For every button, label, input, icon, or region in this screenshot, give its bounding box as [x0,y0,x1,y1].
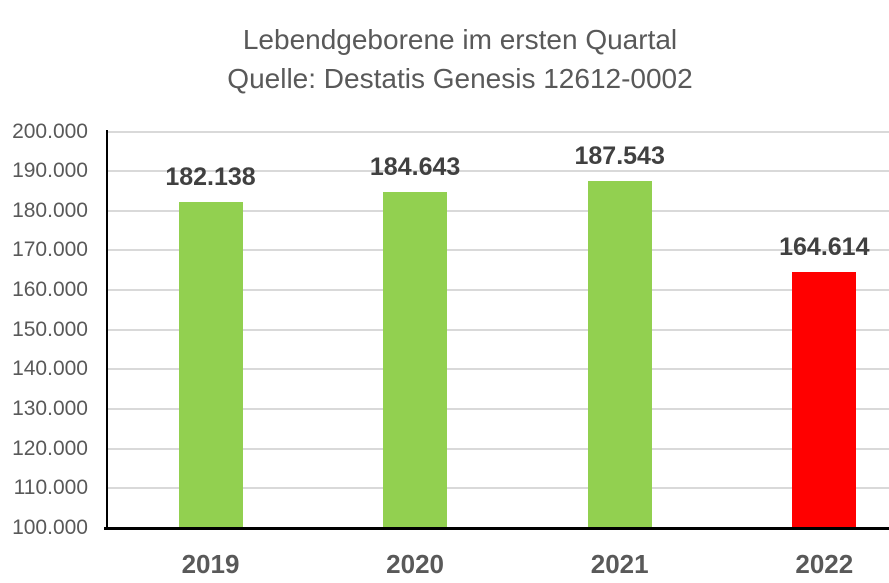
x-tick-label-2020: 2020 [386,549,445,579]
gridline [107,368,889,371]
x-tick-label-2022: 2022 [795,549,854,579]
data-label-2020: 184.643 [369,153,461,182]
chart-title: Lebendgeborene im ersten Quartal Quelle:… [227,20,692,98]
y-tick-label: 140.000 [12,357,88,381]
gridline [107,249,889,252]
y-tick-label: 190.000 [12,159,88,183]
y-tick-label: 200.000 [12,119,88,143]
gridline [107,487,889,490]
chart-title-line2: Quelle: Destatis Genesis 12612-0002 [227,63,693,94]
bar-2020 [383,192,448,528]
y-tick-label: 180.000 [12,198,88,222]
bar-2022 [792,271,857,528]
gridline [107,289,889,292]
bar-2021 [587,180,652,528]
gridline [107,170,889,173]
y-tick-label: 120.000 [12,436,88,460]
gridline [107,328,889,331]
data-label-2022: 164.614 [779,232,870,261]
data-label-2021: 187.543 [574,141,665,170]
chart-title-line1: Lebendgeborene im ersten Quartal [242,24,678,55]
x-tick-label-2021: 2021 [590,549,649,579]
y-tick-label: 150.000 [12,317,88,341]
y-tick-label: 160.000 [12,278,88,302]
y-tick-label: 130.000 [12,397,88,421]
x-tick-label-2019: 2019 [181,549,240,579]
bar-2019 [178,202,243,528]
y-tick-label: 110.000 [13,476,88,500]
x-axis-line [104,527,889,530]
gridline [107,209,889,212]
y-tick-label: 170.000 [12,238,88,262]
gridline [107,408,889,411]
data-label-2019: 182.138 [165,163,256,192]
y-tick-label: 100.000 [12,516,88,539]
gridline [107,447,889,450]
gridline [107,130,889,133]
y-axis-line [105,130,108,529]
